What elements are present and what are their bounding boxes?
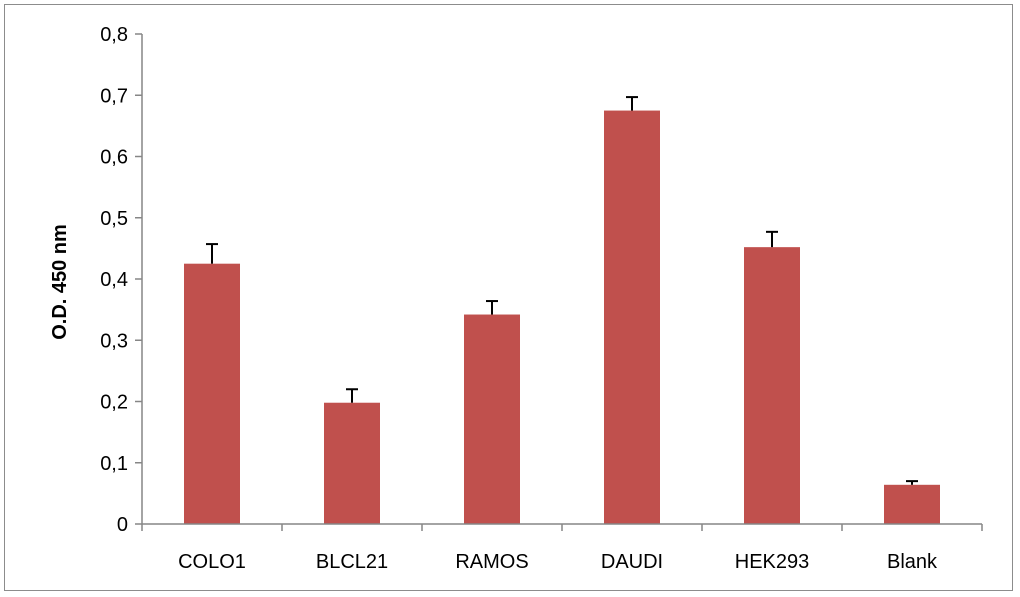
y-tick-label: 0,2 [100,392,128,414]
x-tick-label-daudi: DAUDI [601,551,663,573]
bar-blank [884,484,940,524]
y-tick-label: 0,1 [100,453,128,475]
bar-ramos [464,314,520,524]
x-tick-label-ramos: RAMOS [455,551,528,573]
x-tick-label-blcl21: BLCL21 [316,551,388,573]
y-tick-label: 0,4 [100,269,128,291]
x-labels: COLO1 BLCL21 RAMOS DAUDI HEK293 Blank [178,551,938,573]
bar-colo1 [184,263,240,524]
y-axis-title-group: O.D. 450 nm [49,224,71,340]
y-ticks: 0 0,1 0,2 0,3 0,4 0,5 0,6 0,7 0,8 [100,24,142,536]
y-tick-label: 0 [117,514,128,536]
x-tick-label-blank: Blank [887,551,938,573]
y-tick-label: 0,8 [100,24,128,46]
error-bars [206,96,918,485]
y-tick-label: 0,7 [100,85,128,107]
x-tick-label-hek293: HEK293 [735,551,810,573]
bars [184,110,940,524]
bar-hek293 [744,247,800,524]
y-tick-label: 0,5 [100,208,128,230]
axes [141,34,983,531]
y-tick-label: 0,6 [100,147,128,169]
bar-blcl21 [324,402,380,524]
bar-daudi [604,110,660,524]
y-axis-title: O.D. 450 nm [49,224,71,340]
y-tick-label: 0,3 [100,330,128,352]
x-tick-label-colo1: COLO1 [178,551,246,573]
